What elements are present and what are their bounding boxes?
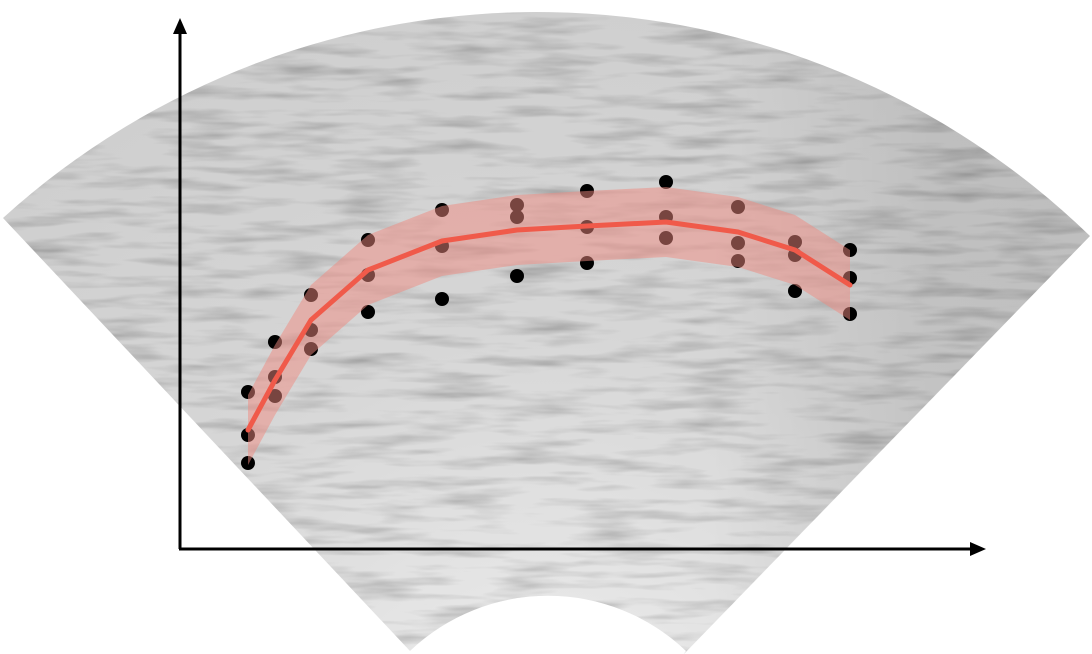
plot xyxy=(241,175,857,470)
x-axis-arrow xyxy=(970,542,986,556)
axes xyxy=(173,18,986,556)
ultrasound-fan xyxy=(3,12,1090,654)
data-point xyxy=(510,269,524,283)
fan-shade xyxy=(3,12,1090,651)
data-point xyxy=(361,305,375,319)
y-axis-arrow xyxy=(173,18,187,34)
data-point xyxy=(788,284,802,298)
fit-line xyxy=(245,219,853,433)
data-point xyxy=(435,292,449,306)
data-point xyxy=(659,175,673,189)
